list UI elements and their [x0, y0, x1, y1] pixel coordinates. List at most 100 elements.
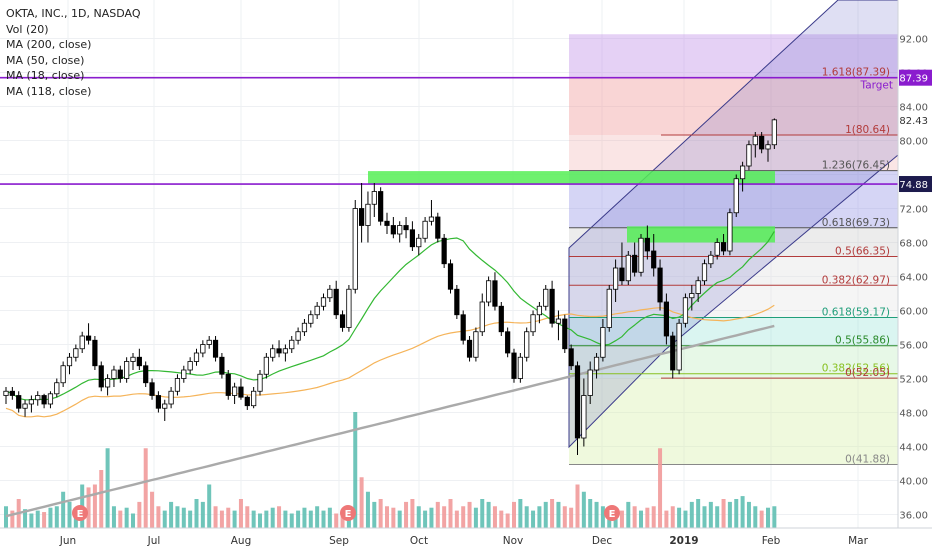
- candle-body: [416, 237, 422, 248]
- candle-body: [320, 297, 327, 307]
- candle: [206, 336, 212, 349]
- volume-bar: [410, 499, 415, 528]
- candle-body: [689, 293, 695, 299]
- volume-bar: [359, 477, 364, 528]
- volume-bar: [143, 448, 148, 528]
- candle: [66, 353, 73, 375]
- candle-body: [746, 144, 752, 167]
- volume-bar: [111, 506, 116, 528]
- volume-bar: [702, 506, 707, 528]
- candle: [244, 395, 250, 410]
- candle: [130, 353, 136, 370]
- volume-bar: [442, 506, 447, 528]
- candle: [111, 365, 117, 387]
- volume-bar: [467, 501, 472, 528]
- price-tick-label: 68.00: [899, 239, 928, 250]
- fib-label: 1.618(87.39): [822, 67, 890, 79]
- candle: [663, 293, 670, 345]
- volume-bar: [397, 510, 402, 528]
- candle: [187, 357, 193, 375]
- candle-body: [282, 348, 289, 354]
- candle: [701, 259, 708, 285]
- candle-body: [174, 378, 181, 392]
- candle-body: [143, 365, 149, 384]
- candle: [289, 336, 295, 353]
- volume-bar: [619, 510, 624, 528]
- candle: [479, 293, 485, 336]
- earnings-label: E: [77, 509, 84, 520]
- candle: [333, 280, 339, 319]
- candle-body: [485, 280, 492, 303]
- candle-body: [390, 225, 396, 235]
- volume-bar: [181, 507, 186, 528]
- volume-bar: [639, 510, 643, 528]
- volume-bar: [391, 507, 396, 528]
- candle-body: [619, 267, 625, 282]
- candle: [200, 340, 206, 358]
- candle: [257, 370, 263, 396]
- legend-vol[interactable]: Vol (20): [6, 22, 49, 36]
- candle-body: [358, 208, 365, 226]
- volume-bar: [232, 510, 237, 528]
- candle: [771, 118, 777, 149]
- candle-body: [505, 331, 511, 354]
- volume-bar: [588, 499, 593, 528]
- volume-bar: [537, 506, 542, 528]
- price-tag-bg: [899, 69, 932, 86]
- candle-body: [162, 403, 168, 409]
- price-tag-text: 74.88: [899, 180, 928, 191]
- legend-ma50[interactable]: MA (50, close): [6, 53, 85, 67]
- price-tag-text: 87.39: [899, 74, 928, 85]
- candle-body: [251, 390, 257, 407]
- earnings-dot: [604, 505, 620, 521]
- candle: [28, 395, 35, 413]
- candle: [593, 353, 600, 379]
- volume-series: [4, 412, 777, 528]
- volume-bar: [226, 507, 231, 528]
- volume-bar: [118, 510, 123, 528]
- candle: [473, 327, 479, 362]
- candle: [498, 302, 504, 336]
- candle: [485, 276, 492, 307]
- candle: [9, 387, 15, 400]
- candle: [682, 293, 689, 328]
- candle: [727, 208, 733, 256]
- candle-body: [289, 339, 295, 350]
- candle: [435, 212, 441, 243]
- candle-body: [327, 288, 333, 299]
- candle-body: [41, 395, 47, 405]
- legend-ma200[interactable]: MA (200, close): [6, 38, 92, 51]
- candle: [174, 374, 181, 396]
- candle: [35, 391, 41, 406]
- earnings-marker: E: [72, 505, 88, 521]
- volume-bar: [670, 506, 675, 528]
- fib-label: 0.382(62.97): [822, 274, 890, 286]
- volume-bar: [645, 507, 650, 528]
- candle: [16, 391, 22, 413]
- price-tick-label: 80.00: [899, 137, 928, 148]
- candle: [416, 234, 422, 256]
- symbol-title[interactable]: OKTA, INC., 1D, NASDAQ: [6, 7, 141, 20]
- month-label: Jun: [59, 535, 76, 547]
- candle-body: [92, 339, 98, 367]
- volume-bar: [283, 510, 288, 528]
- volume-bar: [416, 506, 421, 528]
- volume-bar: [423, 510, 428, 528]
- candle-body: [593, 356, 600, 371]
- candle-body: [460, 314, 466, 341]
- volume-bar: [696, 499, 701, 528]
- candle-body: [136, 356, 142, 367]
- candle-body: [238, 386, 244, 398]
- earnings-marker: E: [604, 505, 620, 521]
- candle: [460, 310, 466, 345]
- volume-bar: [29, 513, 34, 528]
- legend-ma118[interactable]: MA (118, close): [6, 84, 92, 98]
- volume-bar: [194, 499, 199, 528]
- candle: [549, 280, 555, 328]
- volume-bar: [531, 510, 536, 528]
- candle: [574, 361, 581, 455]
- candle: [403, 217, 409, 239]
- legend-ma18[interactable]: MA (18, close): [6, 69, 85, 82]
